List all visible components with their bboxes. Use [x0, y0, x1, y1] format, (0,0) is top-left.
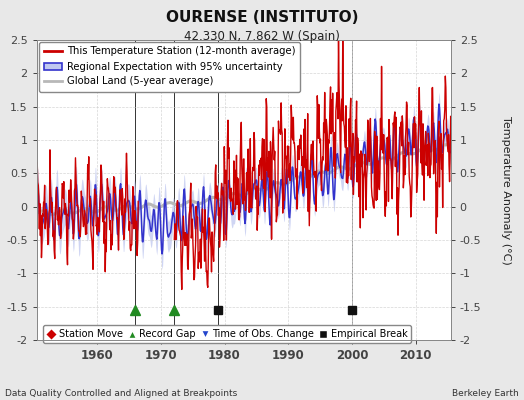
Legend: Station Move, Record Gap, Time of Obs. Change, Empirical Break: Station Move, Record Gap, Time of Obs. C… [43, 325, 411, 343]
Text: Data Quality Controlled and Aligned at Breakpoints: Data Quality Controlled and Aligned at B… [5, 389, 237, 398]
Y-axis label: Temperature Anomaly (°C): Temperature Anomaly (°C) [501, 116, 511, 264]
Text: Berkeley Earth: Berkeley Earth [452, 389, 519, 398]
Text: OURENSE (INSTITUTO): OURENSE (INSTITUTO) [166, 10, 358, 25]
Text: 42.330 N, 7.862 W (Spain): 42.330 N, 7.862 W (Spain) [184, 30, 340, 43]
